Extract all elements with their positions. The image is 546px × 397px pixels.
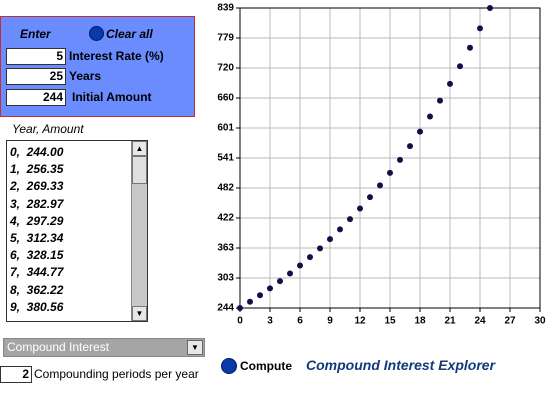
x-tick-label: 27 (504, 316, 516, 327)
y-tick-label: 779 (217, 33, 234, 44)
scroll-thumb[interactable] (132, 156, 147, 184)
list-item[interactable]: 7, 344.77 (10, 265, 64, 280)
point (427, 113, 433, 120)
y-tick-label: 720 (217, 63, 234, 74)
enter-button[interactable]: Enter (20, 27, 51, 41)
y-tick-label: 244 (217, 303, 234, 314)
list-item[interactable]: 5, 312.34 (10, 230, 64, 245)
point (317, 245, 323, 252)
point (417, 128, 423, 135)
list-item[interactable]: 4, 297.29 (10, 213, 64, 228)
mode-select-arrow[interactable]: ▼ (187, 340, 203, 355)
y-tick-label: 660 (217, 93, 234, 104)
point (467, 44, 473, 51)
point (367, 194, 373, 201)
years-input[interactable]: 25 (6, 68, 66, 85)
point (457, 63, 463, 70)
clear-icon[interactable] (89, 26, 104, 41)
list-item[interactable]: 1, 256.35 (10, 162, 64, 177)
chart: 0 3 6 9 12 15 18 21 24 27 30 244 303 363 422 482 541 601 6… (217, 3, 546, 327)
list-item[interactable]: 3, 282.97 (10, 196, 64, 211)
y-tick-label: 363 (217, 243, 234, 254)
list-item[interactable]: 0, 244.00 (10, 145, 64, 159)
x-tick-label: 9 (327, 316, 333, 327)
rate-input[interactable]: 5 (6, 48, 66, 65)
x-tick-label: 21 (444, 316, 456, 327)
input-panel: Enter Clear all 5 Interest Rate (%) 25 Y… (0, 16, 195, 117)
point (267, 285, 273, 292)
app-title: Compound Interest Explorer (306, 357, 496, 373)
list-item[interactable]: 8, 362.22 (10, 282, 64, 297)
point (387, 169, 393, 176)
point (337, 226, 343, 233)
x-tick-label: 0 (237, 316, 243, 327)
point (357, 205, 363, 212)
point (487, 5, 493, 11)
point (447, 80, 453, 87)
point (437, 97, 443, 104)
mode-select[interactable]: Compound Interest ▼ (3, 338, 205, 357)
point (257, 292, 263, 299)
compute-icon[interactable] (221, 358, 237, 374)
x-tick-label: 6 (297, 316, 303, 327)
scrollbar[interactable]: ▲ ▼ (131, 141, 147, 321)
y-tick-label: 541 (217, 153, 234, 164)
periods-input[interactable]: 2 (0, 366, 32, 383)
list-item[interactable]: 6, 328.15 (10, 248, 64, 263)
x-tick-label: 3 (267, 316, 273, 327)
amount-input[interactable]: 244 (6, 89, 66, 106)
point (247, 298, 253, 305)
point (477, 25, 483, 32)
point (397, 156, 403, 163)
y-tick-label: 303 (217, 273, 234, 284)
y-tick-label: 422 (217, 213, 234, 224)
y-tick-label: 839 (217, 3, 234, 14)
point (297, 262, 303, 269)
y-tick-label: 482 (217, 183, 234, 194)
amount-label: Initial Amount (72, 90, 152, 104)
compute-button[interactable]: Compute (240, 359, 292, 373)
scroll-down[interactable]: ▼ (132, 306, 147, 321)
point (307, 254, 313, 261)
y-tick-label: 601 (217, 123, 234, 134)
scroll-up[interactable]: ▲ (132, 141, 147, 156)
periods-label: Compounding periods per year (34, 367, 199, 381)
x-tick-label: 24 (474, 316, 486, 327)
plot-frame (239, 7, 541, 309)
point (277, 278, 283, 285)
x-tick-label: 12 (354, 316, 366, 327)
years-label: Years (69, 69, 102, 83)
list-header: Year, Amount (12, 122, 84, 136)
clear-button[interactable]: Clear all (106, 27, 153, 41)
x-tick-label: 15 (384, 316, 396, 327)
rate-label: Interest Rate (%) (69, 49, 164, 63)
x-tick-label: 18 (414, 316, 426, 327)
list-items: 0, 244.00 1, 256.35 2, 269.33 3, 282.97 4, 2… (10, 144, 130, 316)
list-item[interactable]: 9, 380.56 (10, 299, 64, 314)
point (327, 236, 333, 243)
point (237, 305, 243, 311)
x-tick-label: 30 (534, 316, 546, 327)
mode-select-text: Compound Interest (7, 340, 110, 354)
list-item[interactable]: 2, 269.33 (10, 179, 64, 194)
point (377, 182, 383, 189)
results-list[interactable]: 0, 244.00 1, 256.35 2, 269.33 3, 282.97 4, 2… (6, 140, 148, 322)
point (347, 216, 353, 223)
point (407, 143, 413, 150)
point (287, 270, 293, 277)
